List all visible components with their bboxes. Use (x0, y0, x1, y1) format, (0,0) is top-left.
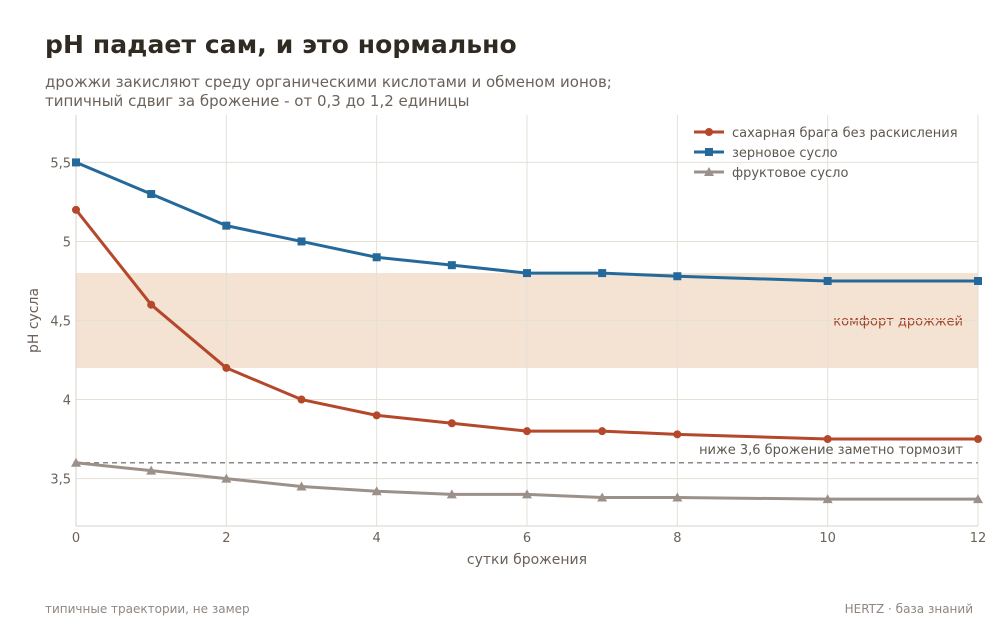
y-axis-label: pH сусла (26, 288, 42, 353)
series-1-point (598, 427, 607, 436)
series-2-point (447, 261, 456, 270)
x-axis-label: сутки брожения (467, 552, 587, 568)
series-1-point (72, 205, 80, 214)
series-2-point (297, 237, 306, 246)
series-2-point (147, 190, 156, 199)
series-3-point (597, 492, 608, 502)
legend-item-2: зерновое сусло (694, 146, 838, 161)
y-tick-label: 5,5 (50, 156, 71, 171)
series-3-point (371, 486, 382, 496)
series-layer (71, 158, 983, 504)
chart-subtitle: дрожжи закисляют среду органическими кис… (45, 73, 612, 111)
series-2-point (598, 269, 607, 278)
x-tick-label: 0 (72, 531, 80, 546)
y-tick-label: 4,5 (50, 315, 71, 330)
legend-label: фруктовое сусло (732, 166, 848, 181)
legend-item-3: фруктовое сусло (694, 166, 848, 181)
series-3-point (822, 494, 833, 504)
series-3-point (446, 489, 457, 499)
y-tick-label: 5 (63, 235, 71, 250)
series-3-point (71, 457, 81, 467)
legend-label: сахарная брага без раскисления (732, 126, 958, 141)
series-1-point (147, 300, 156, 309)
series-3-point (973, 494, 983, 504)
subtitle-line-1: дрожжи закисляют среду органическими кис… (45, 73, 612, 91)
grid-layer (76, 115, 979, 526)
series-3-point (221, 473, 232, 483)
series-1-point (222, 363, 231, 372)
series-3-point (146, 465, 157, 475)
y-tick-label: 3,5 (50, 473, 71, 488)
y-tick-label: 4 (63, 394, 71, 409)
axes-layer: 0 2 4 6 8 10 12 3,5 4 4,5 5 5,5 сутки брожения pH сус… (26, 115, 986, 568)
series-2-point (222, 221, 231, 230)
legend: сахарная брага без раскисления зерновое с… (694, 126, 958, 181)
comfort-band-label: комфорт дрожжей (833, 315, 963, 330)
series-2-point (372, 253, 381, 262)
footer-brand: HERTZ · база знаний (844, 602, 973, 616)
x-tick-label: 2 (222, 531, 230, 546)
series-1 (72, 205, 982, 444)
series-1-point (297, 395, 306, 404)
legend-item-1: сахарная брага без раскисления (694, 126, 958, 141)
series-2-point (72, 158, 80, 167)
x-tick-label: 10 (819, 531, 836, 546)
legend-label: зерновое сусло (732, 146, 838, 161)
threshold-label: ниже 3,6 брожение заметно тормозит (699, 443, 963, 458)
series-1-point (372, 411, 381, 420)
series-1-point (523, 427, 531, 436)
series-3-point (672, 492, 683, 502)
series-2 (72, 158, 982, 285)
series-3-point (522, 489, 532, 499)
series-2-point (974, 276, 982, 285)
chart-title: pH падает сам, и это нормально (45, 30, 517, 59)
footer-note: типичные траектории, не замер (45, 602, 250, 616)
series-2-point (673, 272, 682, 281)
legend-swatch-marker (704, 167, 714, 176)
series-1-point (974, 435, 982, 444)
series-1-point (673, 430, 682, 439)
x-tick-label: 6 (523, 531, 531, 546)
legend-swatch-marker (705, 148, 713, 156)
x-tick-label: 4 (373, 531, 381, 546)
x-tick-label: 8 (673, 531, 681, 546)
x-tick-label: 12 (970, 531, 987, 546)
series-3 (71, 457, 983, 504)
reference-layer: ниже 3,6 брожение заметно тормозит (76, 443, 978, 464)
series-2-point (523, 269, 531, 278)
series-2-point (823, 276, 832, 285)
series-1-point (447, 419, 456, 428)
legend-swatch-marker (705, 128, 713, 136)
series-1-point (823, 435, 832, 444)
subtitle-line-2: типичный сдвиг за брожение - от 0,3 до 1… (45, 92, 470, 110)
series-3-point (296, 481, 307, 491)
